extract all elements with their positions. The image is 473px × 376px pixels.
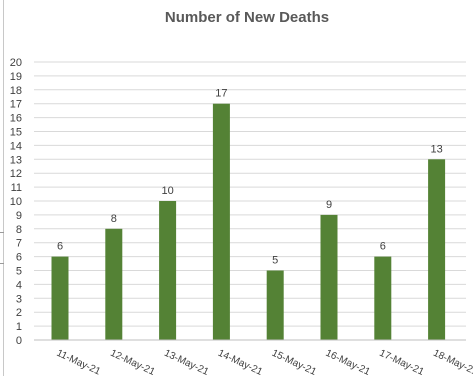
y-tick-label: 16 — [10, 113, 22, 125]
y-tick-label: 13 — [10, 154, 22, 166]
y-tick-label: 9 — [16, 210, 22, 222]
y-tick-label: 5 — [16, 266, 22, 278]
y-tick-label: 10 — [10, 196, 22, 208]
y-tick-label: 14 — [10, 140, 22, 152]
bar — [266, 270, 284, 340]
y-tick-label: 11 — [11, 182, 22, 194]
x-tick-label: 11-May-21 — [55, 348, 103, 376]
bar — [374, 256, 392, 340]
data-label: 8 — [111, 213, 117, 225]
bar — [320, 214, 338, 340]
y-tick-label: 6 — [16, 252, 22, 264]
window-edge-tick — [0, 232, 4, 233]
data-label: 6 — [57, 241, 63, 253]
data-label: 13 — [430, 143, 442, 155]
y-tick-label: 20 — [10, 57, 22, 69]
x-tick-label: 14-May-21 — [216, 348, 264, 376]
y-tick-label: 1 — [16, 321, 22, 333]
bar — [105, 228, 123, 340]
x-tick-label: 16-May-21 — [324, 348, 372, 376]
data-label: 10 — [161, 185, 173, 197]
x-tick-label: 15-May-21 — [270, 348, 318, 376]
y-tick-label: 19 — [10, 71, 22, 83]
chart-title: Number of New Deaths — [165, 9, 329, 26]
y-tick-label: 18 — [10, 85, 22, 97]
bar — [212, 103, 230, 340]
window-left-edge — [0, 0, 4, 376]
y-tick-label: 0 — [16, 335, 22, 347]
data-label: 6 — [380, 241, 386, 253]
window-edge-tick — [0, 263, 4, 264]
x-tick-label: 17-May-21 — [378, 348, 426, 376]
gridlines — [34, 61, 466, 327]
y-tick-label: 2 — [16, 307, 22, 319]
y-tick-label: 7 — [16, 238, 22, 250]
x-tick-label: 13-May-21 — [162, 348, 210, 376]
y-tick-label: 4 — [16, 279, 22, 291]
data-label: 5 — [272, 255, 278, 267]
x-axis-ticks: 11-May-21 12-May-21 13-May-21 14-May-21 15-M… — [55, 348, 473, 376]
y-tick-label: 17 — [10, 99, 22, 111]
bar — [428, 159, 446, 340]
y-tick-label: 8 — [16, 224, 22, 236]
bar — [159, 201, 177, 340]
y-tick-label: 3 — [16, 293, 22, 305]
data-labels: 6 8 10 17 5 9 6 13 — [57, 88, 443, 267]
data-label: 9 — [326, 199, 332, 211]
data-label: 17 — [215, 88, 227, 100]
y-tick-label: 12 — [10, 168, 22, 180]
x-tick-label: 18-May-21 — [431, 348, 473, 376]
bar — [51, 256, 69, 340]
x-tick-label: 12-May-21 — [109, 348, 157, 376]
y-tick-label: 15 — [10, 127, 22, 139]
bars — [51, 103, 446, 340]
